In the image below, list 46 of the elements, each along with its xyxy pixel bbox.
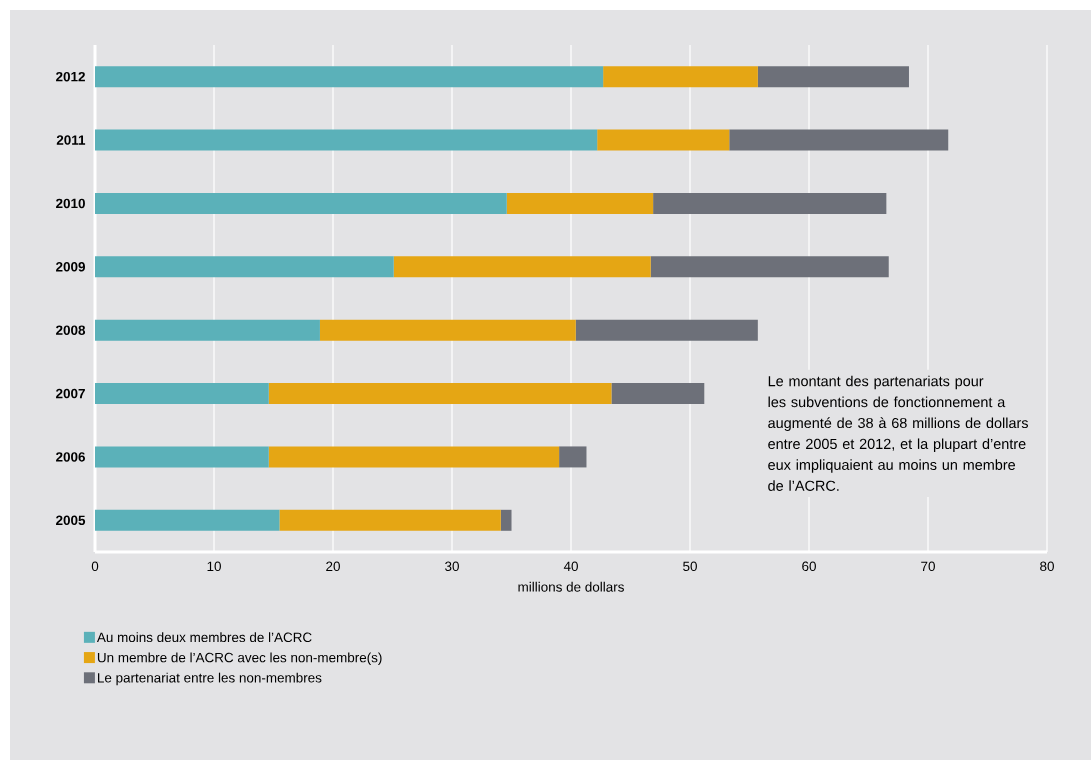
x-tick-label: 10 (207, 561, 221, 572)
bar (611, 383, 705, 405)
x-tick-label: 20 (326, 561, 340, 572)
y-tick-label: 2009 (56, 262, 85, 272)
bar (653, 192, 887, 214)
bar (506, 192, 654, 214)
x-axis-title: millions de dollars (518, 581, 624, 592)
x-tick-label: 60 (802, 561, 816, 572)
y-tick-label: 2010 (56, 198, 85, 209)
bar (393, 256, 651, 278)
bar (575, 319, 758, 341)
bar (95, 66, 604, 88)
x-tick-label: 70 (921, 561, 935, 572)
bar (729, 129, 949, 151)
x-tick-label: 40 (563, 561, 578, 572)
bar (95, 319, 320, 341)
x-tick-label: 50 (683, 561, 697, 572)
bar (279, 509, 501, 531)
x-tick-label: 30 (445, 561, 459, 572)
bar (597, 129, 730, 151)
bar (95, 192, 507, 214)
legend-label: Le partenariat entre les non-membres (98, 672, 322, 686)
bar (95, 383, 269, 405)
bar (268, 383, 612, 405)
bar (603, 66, 758, 88)
bar (650, 256, 889, 278)
y-tick-label: 2007 (56, 388, 85, 399)
bar (95, 446, 269, 468)
bar (268, 446, 560, 468)
bar (319, 319, 576, 341)
bar (95, 256, 394, 278)
y-tick-label: 2008 (56, 325, 86, 335)
bar (95, 509, 280, 531)
x-tick-label: 0 (91, 561, 99, 572)
bar (500, 509, 512, 531)
x-tick-label: 80 (1040, 561, 1054, 572)
bar (559, 446, 587, 468)
y-tick-label: 2005 (56, 515, 86, 526)
y-tick-label: 2006 (56, 452, 85, 462)
legend-label: Un membre de l’ACRC avec les non-membre(s) (97, 652, 382, 665)
annotation: Le montant des partenariats pour les subventions de fonctionnement a augmenté de 38 à 68 millions de dollars entre 2005 et 2012, et la plupart d’entre eux impliquaient au moins un membre de l’ACRC. (768, 375, 1028, 491)
bar (95, 129, 598, 151)
bar (757, 66, 909, 88)
legend-label: Au moins deux membres de l’ACRC (96, 632, 312, 643)
y-tick-label: 2012 (56, 71, 85, 82)
y-tick-label: 2011 (56, 135, 86, 145)
